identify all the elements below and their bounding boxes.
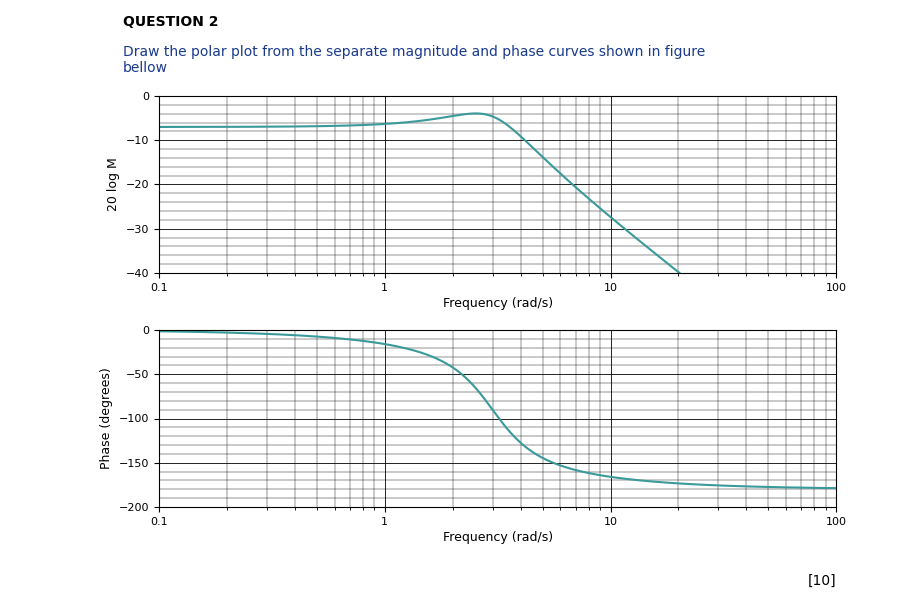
Y-axis label: Phase (degrees): Phase (degrees) [100, 368, 114, 469]
Text: [10]: [10] [808, 574, 836, 588]
Text: QUESTION 2: QUESTION 2 [123, 15, 218, 29]
Text: Draw the polar plot from the separate magnitude and phase curves shown in figure: Draw the polar plot from the separate ma… [123, 45, 705, 75]
X-axis label: Frequency (rad/s): Frequency (rad/s) [443, 531, 553, 544]
Y-axis label: 20 log M: 20 log M [107, 158, 120, 211]
X-axis label: Frequency (rad/s): Frequency (rad/s) [443, 297, 553, 310]
